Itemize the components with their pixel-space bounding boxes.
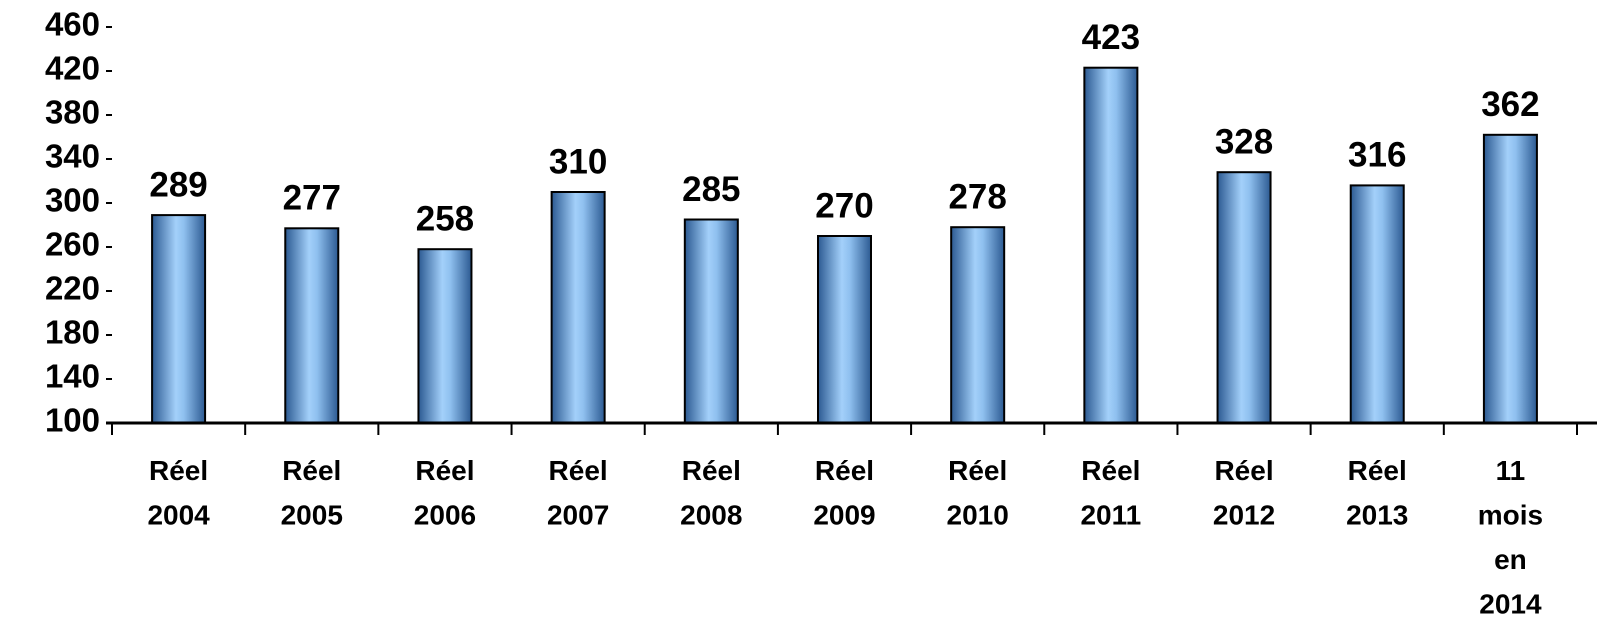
- y-tick-label: 260: [45, 226, 100, 263]
- x-tick-label: Réel 2007: [547, 455, 609, 531]
- x-tick-label: Réel 2005: [281, 455, 343, 531]
- bar: [683, 218, 739, 424]
- y-tick-label: 220: [45, 270, 100, 307]
- y-tick-label: 300: [45, 182, 100, 219]
- bar: [1482, 133, 1538, 425]
- bar: [1216, 171, 1272, 424]
- bar: [1349, 184, 1405, 424]
- value-label: 362: [1481, 85, 1539, 124]
- y-tick-label: 340: [45, 138, 100, 175]
- y-tick-label: 140: [45, 358, 100, 395]
- x-tick-label: Réel 2008: [680, 455, 742, 531]
- y-tick-label: 420: [45, 50, 100, 87]
- value-label: 316: [1348, 136, 1406, 175]
- x-tick-label: Réel 2010: [947, 455, 1009, 531]
- x-tick-label: Réel 2011: [1080, 455, 1141, 531]
- x-tick-label: Réel 2013: [1346, 455, 1408, 531]
- value-label: 310: [549, 142, 607, 181]
- value-label: 289: [149, 165, 207, 204]
- value-label: 270: [815, 186, 873, 225]
- y-tick-label: 180: [45, 314, 100, 351]
- bar: [950, 226, 1006, 424]
- bar: [817, 235, 872, 424]
- value-label: 258: [416, 199, 474, 238]
- bar: [1083, 66, 1139, 424]
- value-label: 278: [948, 177, 1006, 216]
- value-label: 285: [682, 170, 740, 209]
- x-tick-label: Réel 2009: [813, 455, 875, 531]
- value-label: 423: [1082, 18, 1140, 57]
- bar: [550, 191, 606, 424]
- bar: [151, 214, 207, 424]
- bar: [417, 248, 473, 424]
- y-tick-label: 380: [45, 94, 100, 131]
- x-tick-label: Réel 2004: [147, 455, 210, 531]
- y-tick-label: 460: [45, 6, 100, 43]
- x-tick-label: Réel 2006: [414, 455, 476, 531]
- value-label: 277: [283, 179, 341, 218]
- x-tick-label: 11 mois en 2014: [1478, 455, 1543, 620]
- y-tick-label: 100: [45, 402, 100, 439]
- x-tick-label: Réel 2012: [1213, 455, 1275, 531]
- bar: [284, 227, 340, 424]
- value-label: 328: [1215, 122, 1273, 161]
